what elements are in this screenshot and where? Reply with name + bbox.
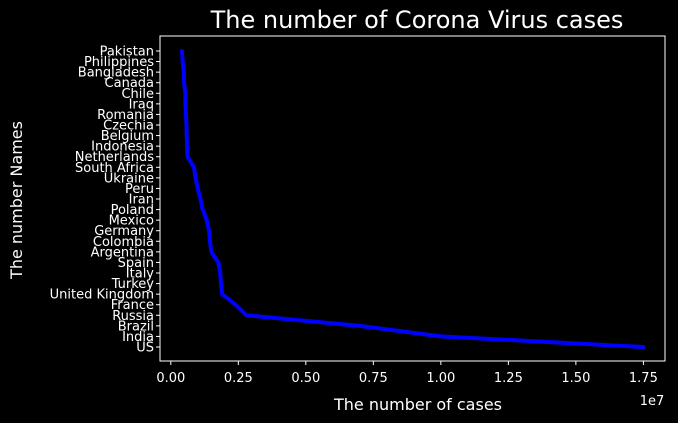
y-category-label: Iran [129,193,154,208]
y-category-label: India [122,330,154,345]
x-tick-label: 1.00 [426,371,455,386]
y-category-label: Chile [121,87,154,102]
x-axis-label: The number of cases [333,395,502,414]
y-category-label: Colombia [93,235,154,250]
y-category-label: Peru [125,182,154,197]
x-tick-label: 1.75 [629,371,658,386]
y-category-label: US [136,341,154,356]
y-category-label: Ukraine [104,171,154,186]
x-tick-label: 1.25 [494,371,523,386]
y-category-label: Argentina [91,245,154,260]
y-category-label: Bangladesh [78,66,154,81]
y-category-label: Poland [111,203,154,218]
y-category-label: Czechia [103,119,154,134]
x-tick-label: 0.75 [359,371,388,386]
y-category-label: Spain [118,256,154,271]
y-category-label: Mexico [109,214,154,229]
y-category-label: Pakistan [100,45,154,60]
y-category-label: Iraq [129,97,154,112]
y-category-label: Indonesia [91,140,154,155]
plot-frame [159,35,666,362]
y-category-label: Russia [112,309,154,324]
y-category-label: Philippines [84,55,154,70]
x-tick-label: 0.25 [224,371,253,386]
y-category-label: Canada [105,76,154,91]
x-offset-label: 1e7 [640,394,665,409]
y-category-label: United Kingdom [50,288,154,303]
y-category-label: Romania [97,108,154,123]
x-tick-label: 0.00 [156,371,185,386]
x-tick-label: 0.50 [291,371,320,386]
y-category-label: Belgium [101,129,154,144]
chart-title: The number of Corona Virus cases [210,6,624,34]
x-tick-label: 1.50 [561,371,590,386]
y-category-label: France [111,298,154,313]
y-category-label: Germany [94,224,154,239]
y-category-label: Netherlands [75,150,154,165]
y-axis-label: The number Names [7,121,26,280]
y-category-label: Brazil [118,319,154,334]
cases-line [179,49,646,349]
y-category-label: Italy [126,267,155,282]
x-tick-labels: 0.00 0.25 0.50 0.75 1.00 1.25 1.50 1.75 [156,361,658,386]
y-category-label: South Africa [75,161,154,176]
y-category-label: Turkey [111,277,155,292]
